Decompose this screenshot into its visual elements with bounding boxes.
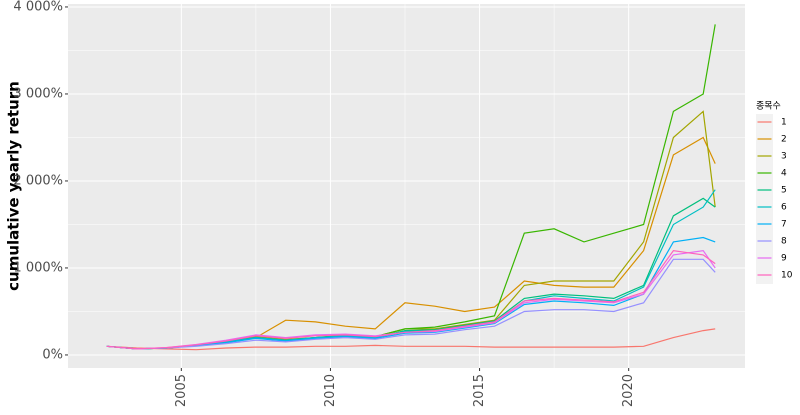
panel — [68, 4, 745, 368]
legend-label: 1 — [781, 118, 787, 128]
series-line — [106, 328, 716, 351]
series-line — [106, 249, 716, 350]
x-tick-label: 2020 — [621, 374, 636, 407]
x-tick-label: 2015 — [472, 374, 487, 407]
legend-label: 6 — [781, 203, 787, 213]
legend-label: 4 — [781, 169, 787, 179]
series-line — [106, 258, 716, 350]
y-tick-label: 4 000% — [13, 0, 63, 14]
legend-label: 8 — [781, 237, 787, 247]
y-axis-label: cumulative yearly return — [5, 81, 23, 291]
y-tick-label: 1 000% — [13, 260, 63, 275]
legend-label: 9 — [781, 254, 787, 264]
x-tick-label: 2005 — [174, 374, 189, 407]
legend-label: 7 — [781, 220, 787, 230]
legend-title: 종목수 — [756, 101, 781, 112]
y-tick-label: 2 000% — [13, 173, 63, 188]
y-tick-label: 3 000% — [13, 86, 63, 101]
y-tick-label: 0% — [42, 347, 63, 362]
x-tick-label: 2010 — [323, 374, 338, 407]
legend-label: 2 — [781, 135, 787, 145]
series-line — [106, 236, 716, 350]
legend-label: 3 — [781, 152, 787, 162]
legend-label: 10 — [781, 271, 793, 281]
legend-label: 5 — [781, 186, 787, 196]
